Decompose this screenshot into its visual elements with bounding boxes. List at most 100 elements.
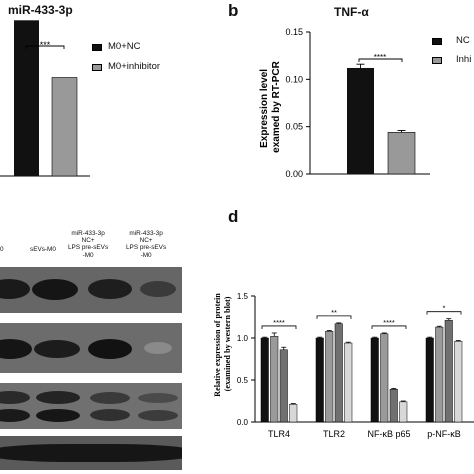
blot-band bbox=[32, 279, 78, 300]
blot-band bbox=[0, 279, 30, 299]
panel-d-bar bbox=[380, 333, 389, 423]
panel-a-chart: *** bbox=[0, 20, 90, 177]
panel-d-category-label: p-NF-κB bbox=[427, 429, 461, 439]
panel-d-category-label: NF-κB p65 bbox=[367, 429, 410, 439]
western-blot-strip-4 bbox=[0, 436, 182, 470]
blot-lane-1-line1: 0 bbox=[0, 246, 4, 253]
panel-d-ylabel-line1: Relative expression of protein bbox=[213, 293, 222, 397]
blot-lane-3-line3: LPS pre-sEVs bbox=[68, 244, 109, 252]
panel-a-sig-bracket bbox=[25, 45, 65, 49]
panel-a-bar-nc bbox=[14, 20, 39, 176]
panel-d-bar bbox=[370, 337, 379, 423]
panel-d-bar bbox=[344, 342, 353, 423]
panel-b-letter: b bbox=[228, 1, 239, 20]
panel-d-ylabel: Relative expression of protein (examined… bbox=[213, 291, 232, 397]
blot-lane-4-line1: miR-433-3p bbox=[129, 230, 163, 237]
blot-band bbox=[88, 279, 132, 299]
panel-d-bar bbox=[389, 388, 398, 423]
blot-band bbox=[144, 342, 172, 354]
panel-d-sig-bracket bbox=[371, 325, 407, 329]
panel-d-ytick-label: 1.5 bbox=[237, 292, 249, 301]
blot-lane-label-1: 0 bbox=[0, 246, 4, 253]
panel-a-legend-swatch-nc bbox=[92, 44, 102, 51]
blot-lane-label-4: miR-433-3p NC+ LPS pre-sEVs -M0 bbox=[126, 230, 166, 259]
blot-band bbox=[34, 340, 80, 358]
blot-lane-4-line4: -M0 bbox=[140, 251, 152, 259]
blot-lane-label-3: miR-433-3p NC+ LPS pre-sEVs -M0 bbox=[68, 230, 108, 259]
panel-b-ylabel-line1: Expression level bbox=[259, 69, 270, 148]
panel-d-sig-label: **** bbox=[273, 318, 285, 327]
panel-d-ytick-label: 1.0 bbox=[237, 334, 249, 343]
panel-d-sig-label: **** bbox=[383, 318, 395, 327]
panel-d-letter: d bbox=[228, 207, 239, 226]
panel-b-ytick-label: 0.00 bbox=[285, 169, 303, 179]
panel-b-ytick-label: 0.05 bbox=[285, 122, 303, 132]
blot-band bbox=[0, 339, 32, 359]
blot-band bbox=[138, 393, 178, 403]
panel-d-sig-bracket bbox=[316, 315, 352, 319]
blot-band bbox=[0, 444, 182, 462]
panel-d-bar bbox=[425, 337, 434, 423]
blot-band bbox=[36, 409, 80, 422]
western-blot-strip-1 bbox=[0, 267, 182, 313]
panel-d-bar bbox=[279, 349, 288, 423]
panel-d-chart: Relative expression of protein (examined… bbox=[213, 291, 474, 439]
panel-d-ytick-label: 0.0 bbox=[237, 418, 249, 427]
blot-band bbox=[90, 392, 130, 404]
panel-a-legend-label-inhibitor: M0+inhibitor bbox=[108, 61, 161, 72]
panel-d-bar bbox=[325, 331, 334, 423]
panel-a-legend-label-nc: M0+NC bbox=[108, 41, 141, 52]
blot-lane-3-line1: miR-433-3p bbox=[71, 230, 105, 237]
panel-b-legend-swatch-nc bbox=[432, 38, 442, 45]
blot-lane-4-line2: NC+ bbox=[139, 237, 153, 245]
panel-d-sig-bracket bbox=[426, 311, 462, 315]
panel-b-chart: Expression level examed by RT-PCR 0.00 0.… bbox=[259, 27, 430, 179]
panel-d-bar bbox=[260, 337, 269, 423]
panel-a-title: miR-433-3p bbox=[8, 3, 73, 17]
panel-d-bar bbox=[334, 323, 343, 423]
panel-d-bar bbox=[435, 326, 444, 423]
panel-d-bar bbox=[315, 337, 324, 423]
panel-a-legend-swatch-inhibitor bbox=[92, 64, 102, 71]
blot-band bbox=[88, 339, 132, 359]
panel-b-bar-nc bbox=[347, 67, 374, 174]
panel-a-sig-label: *** bbox=[40, 40, 51, 50]
panel-d-bar bbox=[289, 404, 298, 423]
panel-d-bar bbox=[399, 401, 408, 423]
blot-lane-label-2: sEVs-M0 bbox=[30, 246, 56, 253]
panel-d-sig-bracket bbox=[261, 325, 297, 329]
panel-a-bar-inhibitor bbox=[51, 77, 78, 177]
blot-lane-4-line3: LPS pre-sEVs bbox=[126, 244, 167, 252]
blot-band bbox=[36, 391, 80, 404]
panel-d-category-label: TLR4 bbox=[268, 429, 290, 439]
blot-band bbox=[90, 409, 130, 421]
panel-b-legend-swatch-inhibitor bbox=[432, 57, 442, 64]
panel-d-bar bbox=[270, 336, 279, 423]
panel-b-bar-inhibitor bbox=[387, 132, 416, 175]
panel-d-ylabel-line2: (examined by western blot) bbox=[223, 296, 232, 391]
panel-b-ylabel-line2: examed by RT-PCR bbox=[271, 60, 282, 152]
panel-d-sig-label: * bbox=[443, 304, 446, 313]
panel-b-ylabel: Expression level examed by RT-PCR bbox=[259, 60, 282, 152]
panel-d-ytick-label: 0.5 bbox=[237, 376, 249, 385]
panel-b-ytick-label: 0.10 bbox=[285, 74, 303, 84]
panel-b-sig-bracket bbox=[358, 58, 403, 62]
blot-band bbox=[138, 410, 178, 421]
panel-d-sig-label: ** bbox=[331, 308, 337, 317]
panel-b-legend-label-inhibitor: Inhi bbox=[456, 54, 472, 65]
panel-b-ytick-label: 0.15 bbox=[285, 27, 303, 37]
blot-band bbox=[0, 391, 30, 404]
blot-lane-2-line1: sEVs-M0 bbox=[30, 246, 56, 253]
panel-d-bar bbox=[454, 341, 463, 423]
panel-d-bar bbox=[444, 320, 453, 423]
blot-lane-3-line4: -M0 bbox=[82, 251, 94, 259]
blot-band bbox=[140, 281, 176, 297]
panel-b-legend-label-nc: NC bbox=[456, 35, 470, 46]
western-blot-strip-3 bbox=[0, 383, 182, 429]
western-blot-strip-2 bbox=[0, 323, 182, 373]
panel-b-title: TNF-α bbox=[334, 5, 369, 19]
blot-band bbox=[0, 409, 30, 422]
blot-lane-3-line2: NC+ bbox=[81, 237, 95, 245]
panel-b-sig-label: **** bbox=[374, 53, 386, 62]
panel-d-category-label: TLR2 bbox=[323, 429, 345, 439]
